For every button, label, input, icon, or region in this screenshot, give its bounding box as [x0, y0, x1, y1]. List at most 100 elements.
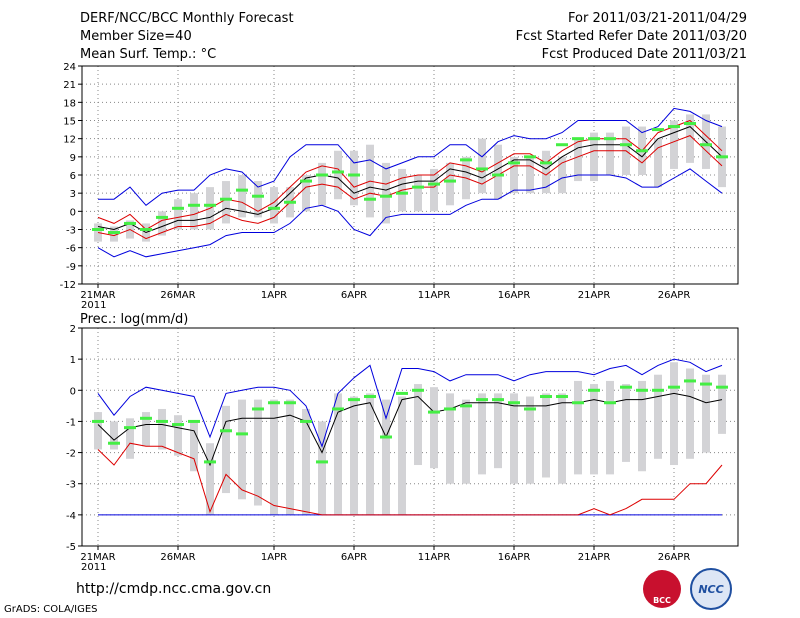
median-bar — [108, 231, 120, 235]
y-tick-label: -3 — [66, 480, 76, 491]
ensemble-box — [510, 393, 518, 484]
x-tick-label: 11APR — [418, 290, 451, 301]
ensemble-box — [574, 138, 582, 182]
median-bar — [524, 407, 536, 411]
ensemble-box — [638, 380, 646, 472]
ensemble-box — [254, 399, 262, 506]
ensemble-box — [494, 393, 502, 469]
y-tick-label: 9 — [70, 153, 76, 164]
ensemble-box — [110, 421, 118, 450]
ensemble-box — [126, 418, 134, 459]
ensemble-box — [350, 150, 358, 206]
ensemble-box — [590, 132, 598, 182]
median-bar — [540, 395, 552, 399]
x-tick-label: 21MAR — [80, 290, 115, 301]
year-label: 2011 — [81, 300, 106, 311]
precipitation-panel: 21MAR 26MAR 1APR 6APR 11APR 16APR 21APR 26APR20… — [66, 312, 739, 573]
source-url[interactable]: http://cmdp.ncc.cma.gov.cn — [76, 581, 272, 597]
median-bar — [188, 419, 200, 423]
ensemble-box — [382, 162, 390, 224]
median-bar — [332, 407, 344, 411]
ensemble-box — [382, 399, 390, 515]
ensemble-box — [606, 132, 614, 175]
ensemble-box — [542, 150, 550, 194]
median-bar — [412, 185, 424, 189]
ensemble-box — [398, 396, 406, 515]
median-bar — [572, 401, 584, 405]
median-bar — [636, 149, 648, 153]
ensemble-box — [270, 399, 278, 515]
median-bar — [556, 143, 568, 147]
ensemble-box — [446, 162, 454, 206]
median-bar — [236, 188, 248, 192]
x-tick-label: 21APR — [578, 552, 611, 563]
ensemble-box — [318, 421, 326, 515]
ensemble-mean-line — [97, 392, 723, 467]
median-bar — [396, 391, 408, 395]
ensemble-box — [222, 181, 230, 224]
median-bar — [284, 200, 296, 204]
ensemble-box — [494, 144, 502, 200]
ensemble-box — [222, 405, 230, 494]
median-bar — [300, 419, 312, 423]
ncc-logo: NCC — [690, 568, 732, 610]
x-tick-label: 26MAR — [160, 290, 195, 301]
ensemble-box — [574, 380, 582, 475]
ensemble-box — [350, 396, 358, 515]
x-tick-label: 21MAR — [80, 552, 115, 563]
fcst-started-date: Fcst Started Refer Date 2011/03/20 — [515, 29, 747, 44]
x-tick-label: 6APR — [341, 552, 367, 563]
x-tick-label: 16APR — [498, 290, 531, 301]
y-tick-label: 3 — [70, 189, 76, 200]
ensemble-box — [414, 384, 422, 466]
ensemble-box — [414, 175, 422, 212]
median-bar — [188, 203, 200, 207]
ensemble-box — [670, 120, 678, 169]
y-tick-label: -12 — [60, 280, 76, 291]
median-bar — [140, 228, 152, 231]
median-bar — [332, 170, 344, 174]
median-bar — [508, 401, 520, 405]
ensemble-box — [558, 156, 566, 194]
median-bar — [636, 388, 648, 392]
median-bar — [124, 221, 136, 225]
y-tick-label: 0 — [70, 207, 76, 218]
x-tick-label: 1APR — [261, 552, 287, 563]
median-bar — [172, 423, 184, 427]
ensemble-box — [542, 393, 550, 478]
median-bar — [364, 197, 376, 201]
ensemble-mean-line — [97, 126, 723, 234]
median-bar — [492, 398, 504, 402]
median-bar — [620, 385, 632, 389]
median-bar — [172, 206, 184, 210]
median-bar — [668, 385, 680, 389]
y-tick-label: 0 — [70, 386, 76, 397]
median-bar — [204, 460, 216, 464]
median-bar — [684, 122, 696, 126]
median-bar — [300, 179, 312, 183]
median-bar — [444, 179, 456, 183]
ensemble-box — [334, 393, 342, 515]
y-tick-label: 21 — [63, 80, 76, 91]
median-bar — [508, 161, 520, 165]
median-bar — [444, 407, 456, 411]
median-bar — [364, 395, 376, 399]
ensemble-box — [430, 168, 438, 212]
y-tick-label: 6 — [70, 171, 76, 182]
median-bar — [348, 398, 360, 402]
ensemble-box — [718, 374, 726, 434]
year-label: 2011 — [81, 562, 106, 573]
median-bar — [668, 125, 680, 129]
ensemble-box — [686, 114, 694, 163]
ensemble-box — [206, 443, 214, 515]
ensemble-box — [622, 384, 630, 462]
x-tick-label: 16APR — [498, 552, 531, 563]
median-bar — [380, 194, 392, 198]
ensemble-box — [190, 193, 198, 230]
variable-label: Mean Surf. Temp.: °C — [80, 47, 217, 62]
y-tick-label: 1 — [70, 355, 76, 366]
median-bar — [716, 385, 728, 389]
grads-credit: GrADS: COLA/IGES — [4, 604, 98, 615]
median-bar — [524, 155, 536, 159]
median-bar — [108, 441, 120, 445]
